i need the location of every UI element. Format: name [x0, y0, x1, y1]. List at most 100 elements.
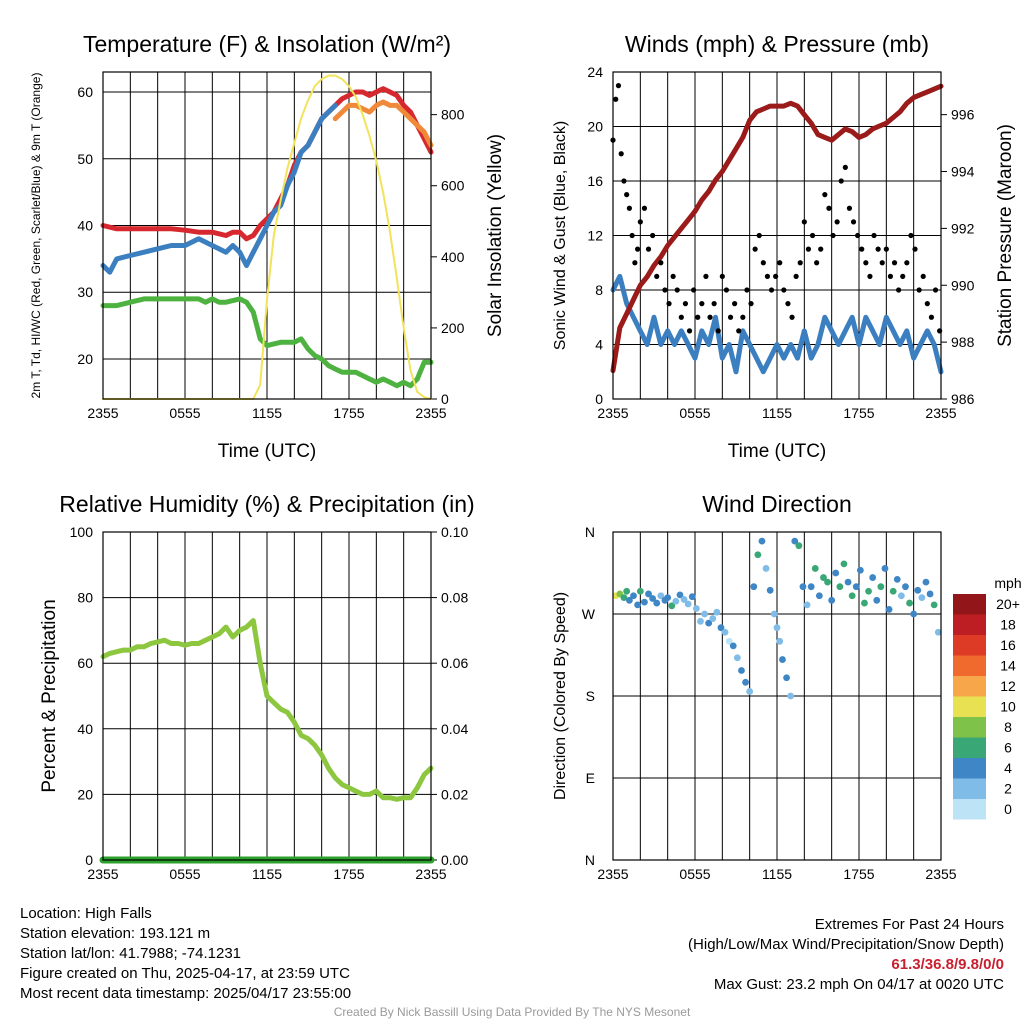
max-gust: Max Gust: 23.2 mph On 04/17 at 0020 UTC — [713, 976, 1004, 993]
chart-title: Temperature (F) & Insolation (W/m²) — [83, 31, 451, 57]
direction-point — [877, 583, 885, 591]
gust-point — [818, 246, 824, 252]
colorbar-swatch — [953, 676, 986, 697]
colorbar-tick-label: 16 — [1000, 637, 1016, 653]
gust-point — [736, 328, 742, 334]
direction-point — [828, 596, 836, 604]
gust-point — [615, 83, 622, 89]
x-axis-label: Time (UTC) — [218, 441, 317, 462]
y2-tick-label: 0.06 — [441, 655, 468, 671]
gust-point — [822, 192, 828, 198]
x-tick-label: 2355 — [87, 405, 118, 421]
gust-point — [764, 273, 771, 279]
x-tick-label: 0555 — [169, 405, 200, 421]
gust-point — [756, 232, 762, 239]
direction-point — [791, 537, 799, 545]
y-tick-label: 30 — [77, 284, 93, 300]
direction-point — [840, 560, 848, 568]
gust-point — [613, 96, 619, 102]
gust-point — [641, 205, 648, 211]
direction-point — [811, 565, 819, 572]
y2-tick-label: 992 — [951, 220, 975, 236]
y-tick-label: 4 — [595, 337, 603, 353]
colorbar-swatch — [953, 635, 986, 656]
y-tick-label: E — [586, 770, 595, 786]
direction-point — [653, 599, 661, 607]
gust-point — [760, 260, 766, 266]
gust-point — [859, 246, 865, 252]
colorbar-tick-label: 12 — [1000, 678, 1016, 694]
y-tick-label: N — [585, 524, 595, 540]
direction-point — [713, 608, 721, 616]
gust-point — [650, 232, 656, 239]
colorbar-swatch — [953, 778, 986, 799]
gust-point — [904, 260, 910, 266]
x-tick-label: 1755 — [843, 405, 874, 421]
direction-point — [676, 591, 684, 599]
gust-point — [805, 246, 812, 252]
gust-point — [691, 287, 697, 293]
x-tick-label: 2355 — [415, 405, 446, 421]
gust-point — [801, 219, 807, 225]
plot-frame — [612, 71, 942, 400]
gust-point — [789, 314, 795, 320]
gust-point — [732, 301, 738, 307]
direction-point — [672, 597, 680, 605]
direction-point — [799, 583, 807, 591]
x-tick-label: 2355 — [925, 866, 956, 882]
y2-tick-label: 0.02 — [441, 786, 468, 802]
direction-point — [906, 599, 913, 607]
extremes-values: 61.3/36.8/9.8/0/0 — [891, 956, 1004, 973]
colorbar-tick-label: 2 — [1004, 781, 1012, 797]
gust-point — [830, 232, 836, 239]
extremes-box: Extremes For Past 24 Hours (High/Low/Max… — [688, 915, 1004, 995]
x-tick-label: 2355 — [597, 405, 628, 421]
chart-title: Winds (mph) & Pressure (mb) — [625, 31, 929, 57]
gust-point — [740, 314, 746, 320]
x-tick-label: 0555 — [679, 405, 710, 421]
y-axis-label: Direction (Colored By Speed) — [552, 592, 569, 800]
chart-panel-temp: Temperature (F) & Insolation (W/m²)2355 0… — [29, 31, 506, 462]
direction-point — [897, 592, 905, 600]
gust-point — [637, 219, 643, 225]
station-location: Location: High Falls — [20, 905, 152, 922]
y-axis-label: 2m T, Td, HI/WC (Red, Green, Scarlet/Blu… — [29, 73, 43, 399]
gust-point — [645, 246, 652, 252]
direction-point — [848, 592, 856, 600]
gust-point — [871, 232, 877, 239]
direction-point — [815, 592, 823, 600]
y-tick-label: 16 — [587, 173, 603, 189]
y-tick-label: 50 — [77, 151, 93, 167]
gust-point — [908, 232, 914, 239]
x-tick-label: 1755 — [843, 866, 874, 882]
gust-point — [879, 260, 885, 266]
direction-point — [701, 610, 708, 618]
plot-frame — [612, 531, 942, 861]
plot-frame — [102, 71, 432, 400]
direction-point — [914, 586, 922, 594]
station-info: Location: High Falls Station elevation: … — [20, 904, 351, 1004]
chart-title: Wind Direction — [702, 491, 852, 517]
direction-point — [820, 574, 827, 581]
y2-tick-label: 800 — [441, 107, 465, 123]
direction-point — [697, 617, 704, 625]
direction-point — [626, 596, 633, 604]
gust-point — [666, 301, 672, 307]
meteogram-figure: Temperature (F) & Insolation (W/m²)2355 0… — [29, 31, 1022, 882]
gust-point — [773, 273, 779, 279]
series-line-relative-humidity — [100, 618, 434, 802]
direction-point — [836, 583, 844, 591]
gust-point — [896, 287, 902, 293]
x-tick-label: 2355 — [415, 866, 446, 882]
recent-timestamp: Most recent data timestamp: 2025/04/17 2… — [20, 985, 352, 1002]
direction-point — [889, 587, 897, 595]
x-tick-label: 1155 — [762, 405, 792, 421]
gust-point — [744, 287, 750, 293]
series-line-9m-t — [332, 99, 434, 148]
colorbar-swatch — [953, 717, 986, 738]
y-tick-label: 40 — [77, 217, 93, 233]
y2-tick-label: 0 — [441, 391, 449, 407]
direction-point — [750, 583, 758, 591]
gust-point — [777, 260, 783, 266]
y-axis-label: Sonic Wind & Gust (Blue, Black) — [552, 121, 569, 350]
